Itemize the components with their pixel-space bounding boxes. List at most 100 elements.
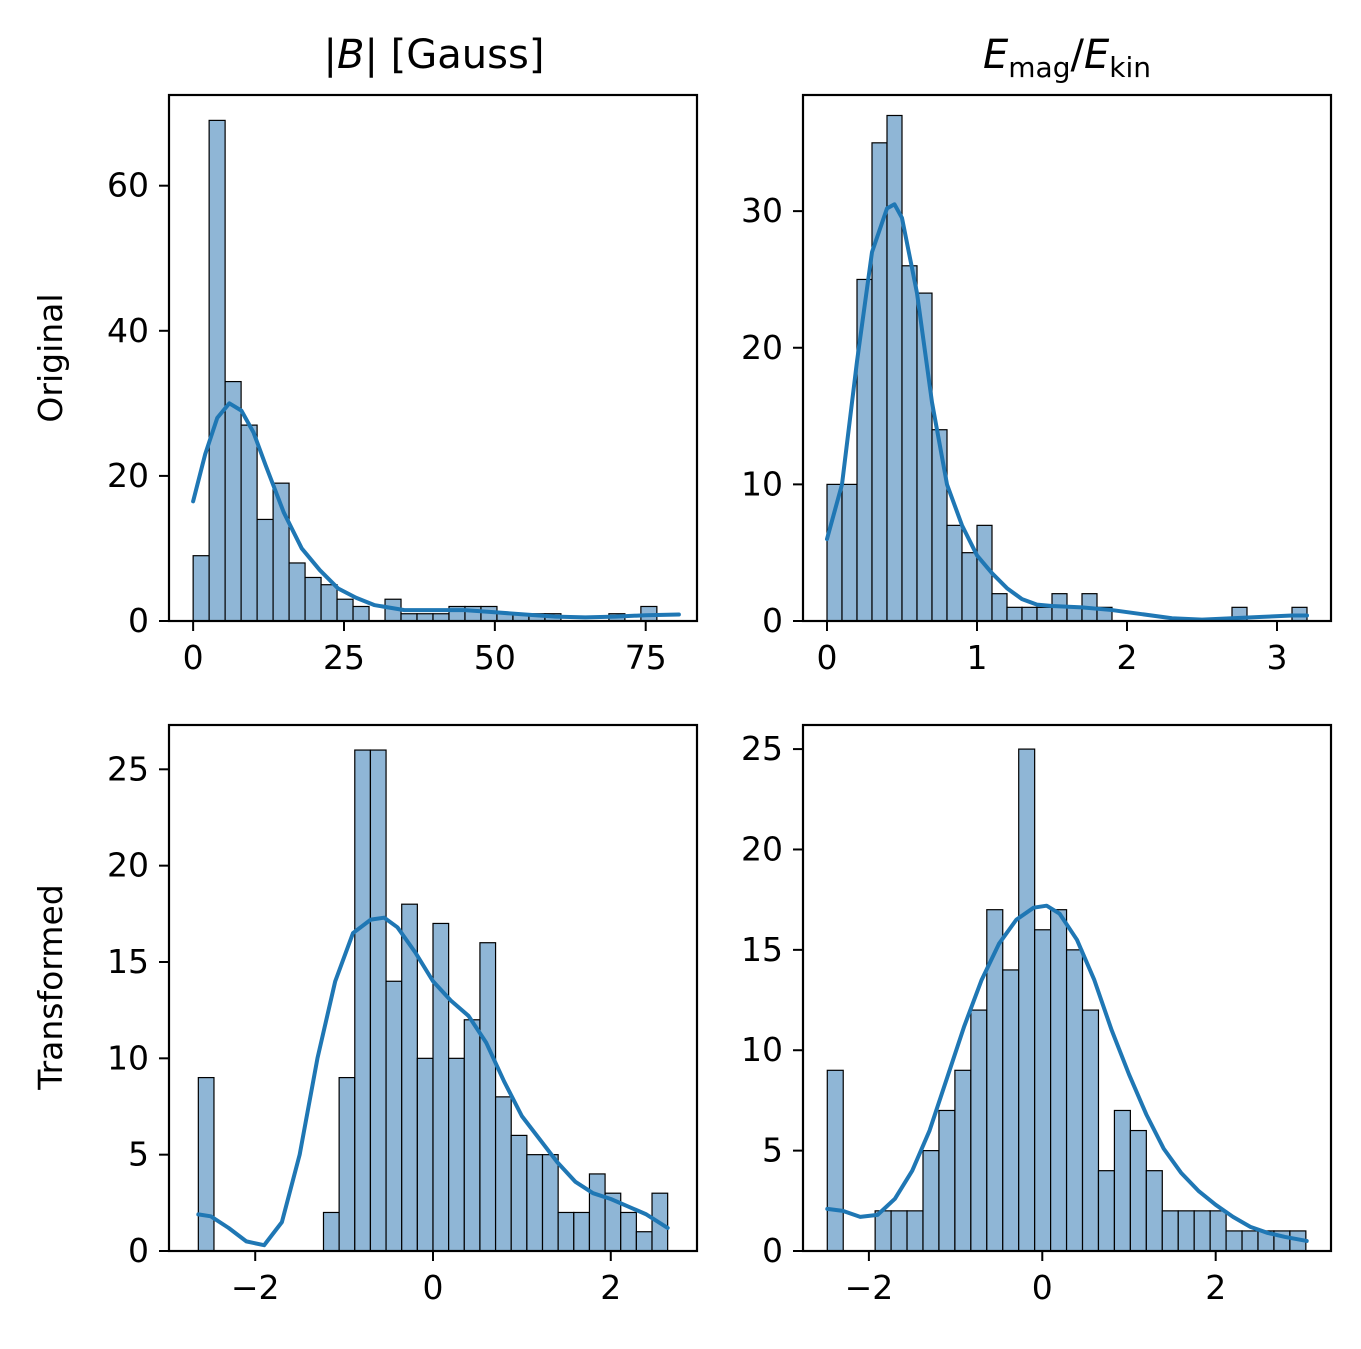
histogram-bar [494,1096,512,1252]
histogram-bar [841,483,858,622]
histogram-bar [416,1057,434,1252]
histogram-bar [385,980,403,1252]
x-tick-label: 1 [967,638,988,677]
histogram-bar [954,1069,972,1252]
x-tick-label: 0 [1032,1268,1053,1307]
y-tick-label: 10 [741,464,783,503]
histogram-bar [208,119,226,622]
kde-curve [196,915,670,1248]
histogram-bar [946,524,963,622]
histogram-bar [588,1173,606,1252]
row-label-original: Original [31,293,70,422]
column-title-energy-ratio: Emag/Ekin [983,32,1151,84]
histogram-bar [557,1211,575,1252]
histogram-bar [322,1211,340,1252]
kde-curve [825,903,1309,1243]
histogram-bar [922,1150,940,1252]
histogram-bar [906,1210,924,1252]
histogram-bar [1177,1210,1195,1252]
histogram-bar [938,1109,956,1252]
histogram-bar [1113,1109,1131,1252]
x-tick-label: 0 [817,638,838,677]
y-tick-label: 0 [762,1231,783,1270]
y-tick-label: 5 [128,1135,149,1174]
axes-frame [167,93,699,623]
y-tick-label: 0 [762,601,783,640]
histogram-bars [826,748,1307,1252]
histogram-bar [1066,606,1083,622]
y-tick-label: 15 [107,942,149,981]
histogram-bar [432,922,450,1252]
x-tick-label: 0 [423,1268,444,1307]
y-tick-label: 40 [107,311,149,350]
histogram-bar [526,1154,544,1252]
histogram-bar [620,1211,637,1252]
histogram-bar [256,518,274,622]
kde-curve [825,202,1309,622]
y-tick-label: 0 [128,601,149,640]
y-tick-label: 10 [741,1030,783,1069]
histogram-bar [890,1210,908,1252]
histogram-bar [352,605,370,622]
histogram-bar [541,1154,559,1252]
histogram-bar [1036,606,1053,622]
histogram-bar [336,598,354,622]
histogram-bar [304,576,322,622]
column-title-magnetic-field: |B| [Gauss] [324,32,545,78]
y-tick-label: 20 [107,456,149,495]
histogram-bar [961,552,978,622]
histogram-bar [573,1211,591,1252]
histogram-bar [192,555,210,622]
x-tick-label: −2 [231,1268,280,1307]
x-tick-label: −2 [845,1268,894,1307]
y-tick-label: 10 [107,1038,149,1077]
y-tick-label: 5 [762,1131,783,1170]
histogram-bar [826,1069,844,1252]
histogram-bar [354,749,372,1252]
histogram-bars [826,114,1308,622]
histogram-bar [1065,949,1084,1252]
y-tick-label: 0 [128,1231,149,1270]
histogram-bars [197,749,669,1252]
histogram-bar [338,1076,356,1252]
histogram-bar [886,114,903,622]
y-tick-label: 25 [741,729,783,768]
y-tick-label: 20 [107,846,149,885]
x-tick-label: 50 [474,638,516,677]
histogram-bars [192,119,658,622]
x-tick-label: 2 [1205,1268,1226,1307]
histogram-bar [1145,1170,1163,1252]
histogram-bar [1241,1230,1259,1252]
x-tick-label: 2 [1117,638,1138,677]
histogram-bar [288,562,306,622]
histogram-bar [240,424,258,622]
axes-frame [801,723,1333,1253]
histogram-bar [1050,909,1068,1252]
histogram-bar [931,429,948,622]
histogram-bar [448,1057,465,1252]
histogram-bar [401,903,418,1252]
histogram-bar [369,749,387,1252]
histogram-bar [463,1019,481,1252]
y-tick-label: 25 [107,749,149,788]
axes-frame [801,93,1333,623]
y-tick-label: 15 [741,930,783,969]
y-tick-label: 30 [741,191,783,230]
histogram-bar [1002,969,1020,1252]
y-tick-label: 20 [741,829,783,868]
histogram-bar [970,1009,988,1252]
histogram-bar [991,593,1008,622]
histogram-bar [901,265,918,622]
histogram-bar [1006,606,1023,622]
histogram-bar [224,380,242,622]
row-label-transformed: Transformed [31,884,70,1090]
histogram-bar [1193,1210,1211,1252]
histogram-bar [479,942,497,1252]
histogram-bar [510,1134,528,1252]
histogram-bar [635,1231,653,1252]
x-tick-label: 75 [625,638,667,677]
